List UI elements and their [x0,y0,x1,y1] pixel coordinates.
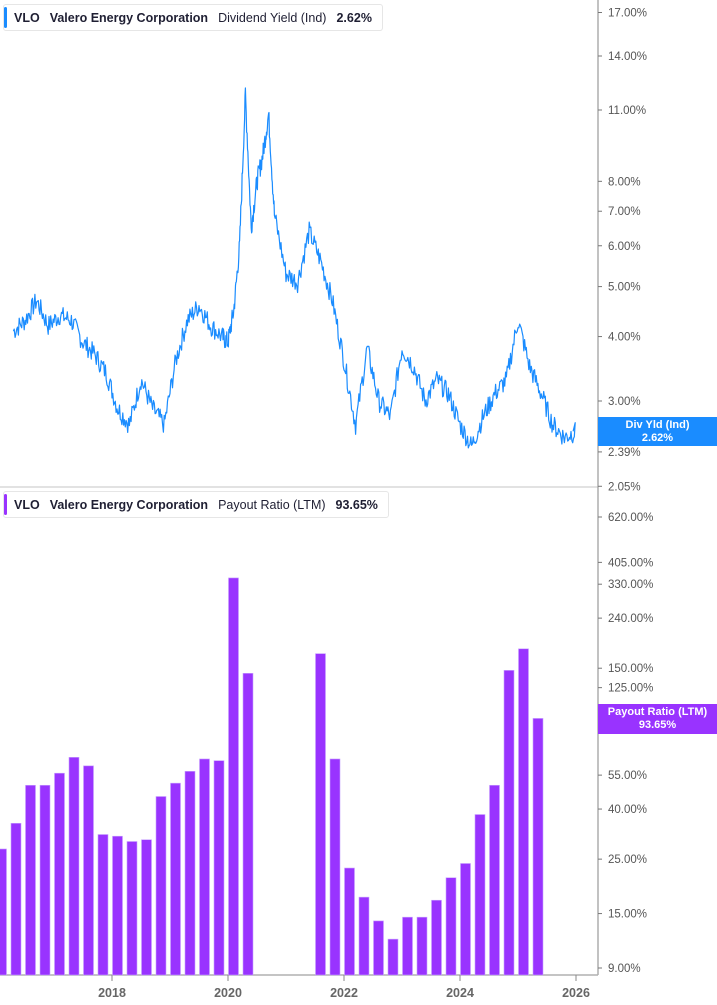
top-badge-label: Div Yld (Ind) [625,419,690,431]
bottom-legend-metric: Payout Ratio (LTM) [218,497,326,512]
payout-bar[interactable] [97,834,109,976]
payout-bar[interactable] [170,782,181,976]
bottom-value-badge: Payout Ratio (LTM) 93.65% [598,704,717,734]
y-tick-label: 3.00% [608,396,641,408]
payout-bar[interactable] [228,577,239,976]
payout-bar[interactable] [112,835,123,976]
payout-bar[interactable] [68,757,80,976]
top-legend-metric: Dividend Yield (Ind) [218,10,327,25]
y-tick-label: 25.00% [608,854,647,866]
x-tick-label: 2018 [98,986,126,1000]
payout-bar[interactable] [489,784,500,976]
payout-bar[interactable] [329,758,341,976]
payout-bar[interactable] [503,670,515,976]
payout-bar[interactable] [416,916,428,976]
payout-bar[interactable] [358,896,370,976]
bottom-legend: VLO Valero Energy Corporation Payout Rat… [3,491,389,518]
payout-bar[interactable] [199,758,210,976]
bottom-badge-label: Payout Ratio (LTM) [607,706,708,718]
payout-bar[interactable] [242,673,254,976]
y-tick-label: 150.00% [608,663,653,675]
top-legend-ticker: VLO [14,10,40,25]
payout-bar[interactable] [518,648,529,976]
top-badge-value: 2.62% [641,432,674,444]
y-tick-label: 40.00% [608,804,647,816]
bottom-legend-company: Valero Energy Corporation [49,497,209,512]
payout-bar[interactable] [83,765,94,976]
payout-bar[interactable] [373,920,384,976]
top-legend-value: 2.62% [336,10,372,25]
y-tick-label: 240.00% [608,613,653,625]
y-tick-label: 405.00% [608,557,653,569]
y-tick-label: 11.00% [608,105,646,117]
x-tick-label: 2022 [330,986,358,1000]
bottom-legend-color-marker [4,494,7,515]
payout-bar[interactable] [387,938,399,976]
payout-bar[interactable] [445,877,457,976]
payout-bar[interactable] [431,899,442,976]
payout-bar[interactable] [460,863,471,976]
payout-bar[interactable] [0,848,7,976]
dividend-yield-line[interactable] [12,87,576,449]
y-tick-label: 5.00% [608,282,641,294]
y-tick-label: 330.00% [608,579,653,591]
payout-bar[interactable] [213,760,225,976]
payout-bar[interactable] [532,718,544,976]
payout-bar[interactable] [10,822,22,976]
y-tick-label: 7.00% [608,206,641,218]
top-legend-company: Valero Energy Corporation [49,10,209,25]
payout-bar[interactable] [402,916,413,976]
payout-bar[interactable] [315,653,326,976]
bottom-badge-value: 93.65% [638,719,677,731]
y-tick-label: 2.39% [608,447,641,459]
y-tick-label: 6.00% [608,241,641,253]
x-axis: 2018 2020 2022 2024 2026 [98,975,590,1000]
payout-ratio-bars[interactable] [0,577,544,976]
y-tick-label: 14.00% [608,51,647,63]
x-tick-label: 2026 [562,986,590,1000]
payout-bar[interactable] [39,784,51,976]
payout-bar[interactable] [126,841,138,976]
y-tick-label: 9.00% [608,963,641,975]
x-tick-label: 2020 [214,986,242,1000]
y-tick-label: 8.00% [608,176,641,188]
y-tick-label: 17.00% [608,8,647,20]
payout-bar[interactable] [54,772,65,976]
bottom-legend-value: 93.65% [335,497,378,512]
payout-bar[interactable] [155,796,167,976]
y-tick-label: 55.00% [608,770,647,782]
payout-bar[interactable] [25,784,36,976]
y-tick-label: 15.00% [608,909,647,921]
top-value-badge: Div Yld (Ind) 2.62% [598,417,717,446]
payout-bar[interactable] [141,839,152,976]
top-legend-color-marker [4,7,7,28]
y-tick-label: 4.00% [608,332,641,344]
y-tick-label: 2.05% [608,481,641,493]
bottom-y-axis: 620.00% 405.00% 330.00% 240.00% 150.00% 125.0… [598,512,653,975]
y-tick-label: 620.00% [608,512,653,524]
payout-bar[interactable] [184,771,196,976]
payout-bar[interactable] [474,814,486,976]
payout-bar[interactable] [344,867,355,976]
top-legend: VLO Valero Energy Corporation Dividend Y… [3,4,383,31]
top-y-axis: 17.00% 14.00% 11.00% 8.00% 7.00% 6.00% 5.00% 4.… [598,8,647,493]
y-tick-label: 125.00% [608,683,653,695]
x-tick-label: 2024 [446,986,474,1000]
bottom-legend-ticker: VLO [14,497,40,512]
